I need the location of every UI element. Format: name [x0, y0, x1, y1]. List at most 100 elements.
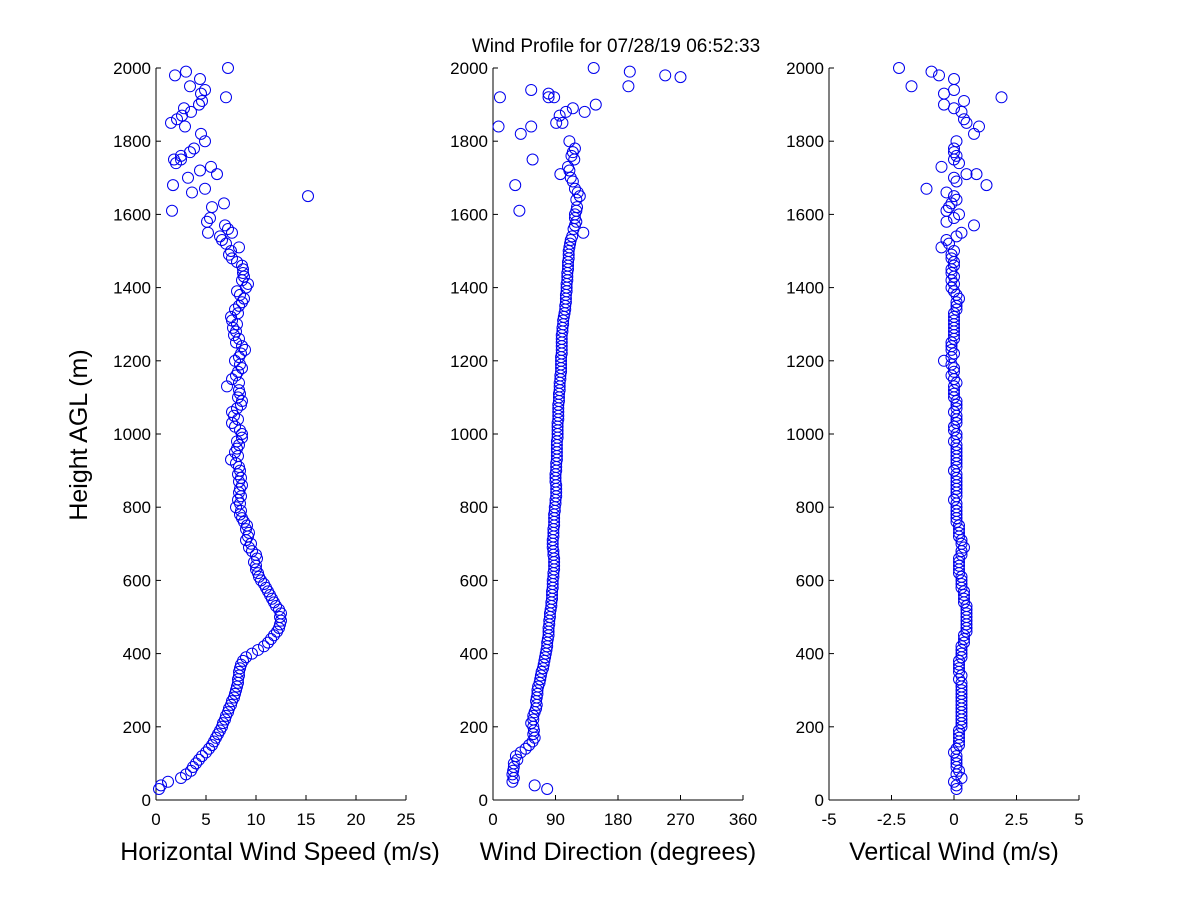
data-point-vertical-wind: [945, 281, 958, 294]
data-point-vertical-wind: [953, 523, 965, 536]
y-tick-label-wind-direction: 2000: [450, 59, 488, 78]
data-point-vertical-wind: [950, 398, 963, 411]
x-tick-label-wind-direction: 360: [729, 810, 757, 829]
data-point-vertical-wind: [953, 552, 965, 565]
data-point-horizontal-speed: [184, 146, 196, 159]
data-point-horizontal-speed: [229, 303, 241, 316]
data-point-vertical-wind: [893, 62, 905, 74]
data-point-vertical-wind: [945, 340, 958, 353]
y-tick-label-horizontal-speed: 1000: [113, 425, 151, 444]
data-point-vertical-wind: [938, 98, 950, 111]
x-tick-label-wind-direction: 270: [666, 810, 694, 829]
data-point-wind-direction: [553, 109, 566, 122]
panel-horizontal-speed: 0 200 400 600 800 1000 1200 1400 1600 1800 2000 0 5 1…: [113, 59, 440, 866]
data-point-horizontal-speed: [165, 116, 177, 129]
data-point-wind-direction: [559, 105, 572, 118]
data-point-vertical-wind: [945, 336, 958, 349]
data-point-vertical-wind: [955, 534, 968, 547]
data-point-wind-direction: [550, 116, 563, 129]
data-point-vertical-wind: [953, 731, 965, 744]
y-tick-label-vertical-wind: 1400: [786, 279, 824, 298]
data-point-horizontal-speed: [236, 479, 248, 492]
data-point-vertical-wind: [945, 358, 958, 371]
data-point-vertical-wind: [948, 142, 960, 155]
y-tick-label-wind-direction: 1200: [450, 352, 488, 371]
data-point-wind-direction: [525, 120, 538, 133]
data-point-wind-direction: [571, 201, 584, 214]
data-point-vertical-wind: [948, 270, 960, 283]
data-point-wind-direction: [541, 783, 554, 796]
data-point-wind-direction: [589, 98, 602, 111]
data-point-wind-direction: [493, 91, 506, 104]
data-point-wind-direction: [534, 673, 547, 686]
data-point-vertical-wind: [958, 541, 970, 554]
data-point-horizontal-speed: [237, 654, 249, 667]
data-point-horizontal-speed: [268, 629, 280, 642]
data-point-horizontal-speed: [233, 384, 245, 397]
data-point-wind-direction: [674, 71, 687, 84]
panel-vertical-wind: 0 200 400 600 800 1000 1200 1400 1600 1800 2000 -5 -…: [786, 59, 1084, 866]
data-point-horizontal-speed: [233, 241, 245, 254]
data-point-horizontal-speed: [230, 336, 242, 349]
data-point-vertical-wind: [960, 600, 973, 613]
data-point-vertical-wind: [955, 105, 968, 118]
data-point-vertical-wind: [950, 431, 963, 444]
panel-wind-direction: 0 200 400 600 800 1000 1200 1400 1600 1800 2000 0 90…: [450, 59, 757, 866]
data-point-vertical-wind: [955, 578, 968, 591]
data-point-horizontal-speed: [194, 72, 206, 85]
data-point-vertical-wind: [945, 369, 958, 382]
data-point-wind-direction: [507, 764, 520, 777]
y-tick-label-wind-direction: 1800: [450, 132, 488, 151]
data-point-horizontal-speed: [236, 431, 248, 444]
data-point-horizontal-speed: [226, 417, 238, 430]
data-point-horizontal-speed: [199, 135, 211, 148]
data-point-horizontal-speed: [195, 87, 207, 100]
data-point-vertical-wind: [948, 380, 960, 393]
data-point-horizontal-speed: [239, 343, 251, 356]
data-point-wind-direction: [509, 750, 522, 763]
data-point-vertical-wind: [948, 775, 960, 788]
data-point-horizontal-speed: [235, 347, 247, 360]
data-point-horizontal-speed: [232, 307, 244, 320]
data-point-wind-direction: [566, 102, 579, 115]
data-point-vertical-wind: [948, 245, 960, 257]
y-tick-label-vertical-wind: 400: [796, 645, 824, 664]
x-tick-label-wind-direction: 180: [604, 810, 632, 829]
data-point-horizontal-speed: [220, 237, 232, 250]
data-point-wind-direction: [531, 684, 544, 697]
data-point-vertical-wind: [950, 402, 963, 415]
data-point-horizontal-speed: [219, 219, 231, 232]
data-point-horizontal-speed: [273, 603, 285, 616]
data-point-vertical-wind: [973, 120, 985, 133]
data-point-wind-direction: [568, 153, 581, 166]
data-point-vertical-wind: [980, 179, 993, 192]
data-point-vertical-wind: [948, 83, 960, 96]
data-point-vertical-wind: [948, 72, 960, 85]
data-point-vertical-wind: [948, 277, 960, 290]
x-tick-label-horizontal-speed: 25: [397, 810, 416, 829]
data-point-vertical-wind: [958, 636, 970, 649]
y-tick-label-vertical-wind: 2000: [786, 59, 824, 78]
data-point-wind-direction: [527, 713, 540, 726]
x-tick-label-wind-direction: 0: [488, 810, 497, 829]
data-point-horizontal-speed: [234, 288, 246, 301]
x-tick-label-vertical-wind: -5: [821, 810, 836, 829]
data-point-horizontal-speed: [248, 556, 260, 569]
data-point-vertical-wind: [953, 662, 965, 675]
data-point-horizontal-speed: [258, 640, 270, 653]
panel-horizontal-speed-marks: 0 200 400 600 800 1000 1200 1400 1600 1800 2000 0 5 1…: [113, 59, 415, 829]
data-point-horizontal-speed: [240, 523, 252, 536]
data-point-horizontal-speed: [236, 340, 248, 353]
data-point-vertical-wind: [968, 127, 980, 140]
data-point-vertical-wind: [960, 116, 973, 129]
data-point-vertical-wind: [933, 69, 945, 82]
data-point-vertical-wind: [950, 296, 963, 309]
data-point-vertical-wind: [953, 208, 965, 221]
y-tick-label-wind-direction: 0: [479, 791, 488, 810]
y-tick-label-horizontal-speed: 400: [123, 645, 151, 664]
data-point-vertical-wind: [953, 654, 965, 667]
data-point-wind-direction: [513, 204, 526, 217]
data-point-horizontal-speed: [234, 387, 246, 400]
data-point-vertical-wind: [948, 259, 960, 272]
